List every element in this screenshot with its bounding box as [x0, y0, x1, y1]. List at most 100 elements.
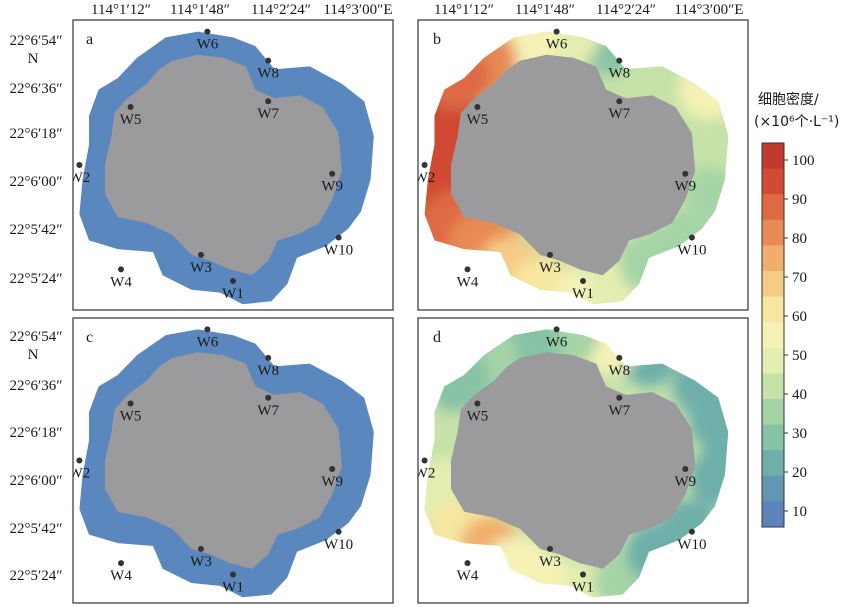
station-marker: [688, 234, 695, 241]
colorbar-tick-label: 50: [792, 348, 807, 364]
colorbar-swatch: [762, 475, 784, 502]
station-label: W2: [69, 170, 91, 186]
station-marker: [580, 278, 586, 284]
station-label: W8: [608, 66, 630, 82]
station-label: W3: [190, 554, 212, 570]
colorbar-swatch: [762, 271, 784, 298]
station-marker: [421, 457, 428, 464]
station-label: W10: [324, 243, 353, 259]
station-marker: [329, 170, 336, 177]
left-axis-label-bottom-6: 22°5′24″: [9, 568, 62, 584]
top-axis-label-7: 114°2′24″: [596, 2, 656, 18]
colorbar-tick-label: 100: [792, 153, 815, 169]
station-label: W9: [674, 474, 696, 490]
colorbar-frame: [761, 142, 785, 528]
colorbar-tick-label: 90: [792, 192, 807, 208]
station-label: W2: [69, 466, 91, 482]
station-label: W3: [190, 260, 212, 276]
density-patch: [510, 256, 577, 305]
left-axis-label-bottom-4: 22°6′00″: [9, 473, 62, 489]
station-marker: [118, 266, 124, 273]
station-marker: [335, 234, 342, 241]
station-label: W10: [677, 243, 706, 259]
panel-a-frame: [72, 19, 394, 311]
station-label: W6: [197, 37, 219, 53]
top-axis-label-1: 114°1′12″: [91, 2, 151, 18]
station-label: W2: [414, 170, 436, 186]
left-axis-label-top-4: 22°6′00″: [9, 174, 62, 190]
station-marker: [474, 400, 481, 407]
colorbar-swatch: [762, 143, 784, 170]
station-label: W8: [257, 363, 279, 379]
top-axis-label-2: 114°1′48″: [170, 2, 230, 18]
station-label: W5: [120, 409, 142, 425]
panel-d-frame: [417, 317, 749, 604]
colorbar-unit: (×10⁶个·L⁻¹): [754, 114, 839, 130]
station-marker: [474, 104, 481, 110]
density-patch: [540, 31, 600, 68]
station-marker: [118, 560, 124, 567]
density-patch: [688, 447, 729, 508]
station-marker: [198, 545, 204, 552]
station-marker: [682, 466, 689, 473]
panel-a-map: W1 W2 W3 W4 W5 W6 W7 W8 W9 W10: [69, 28, 374, 305]
colorbar-tick-label: 10: [792, 504, 807, 520]
panel-c-label: c: [86, 329, 93, 346]
top-axis-label-5: 114°1′12″: [434, 2, 494, 18]
panel-d-label: d: [433, 329, 441, 346]
density-patch: [678, 59, 729, 120]
station-label: W1: [572, 580, 594, 596]
station-marker: [265, 354, 272, 361]
left-axis-label-bottom-n: N: [28, 347, 39, 363]
station-label: W9: [321, 474, 343, 490]
station-marker: [616, 394, 623, 401]
density-patch: [622, 334, 676, 388]
station-marker: [204, 28, 211, 35]
station-label: W9: [674, 179, 696, 195]
colorbar-swatch: [762, 322, 784, 349]
colorbar-title: 细胞密度/: [758, 91, 819, 108]
density-patch: [695, 112, 729, 172]
station-marker: [547, 545, 553, 552]
left-axis-label-bottom-5: 22°5′42″: [9, 521, 62, 537]
panel-c-map: W1 W2 W3 W4 W5 W6 W7 W8 W9 W10: [69, 326, 374, 598]
density-patch: [685, 164, 729, 224]
station-marker: [682, 170, 689, 177]
station-marker: [204, 326, 211, 333]
station-marker: [127, 104, 134, 110]
left-axis-label-top-1: 22°6′54″: [9, 33, 62, 49]
station-label: W4: [457, 568, 479, 584]
panel-d-map: W1 W2 W3 W4 W5 W6 W7 W8 W9 W10: [414, 326, 729, 598]
station-label: W4: [110, 568, 132, 584]
left-axis-label-bottom-2: 22°6′36″: [9, 378, 62, 394]
station-label: W7: [608, 403, 630, 419]
panel-b-frame: [417, 19, 749, 311]
station-marker: [76, 457, 83, 464]
station-marker: [265, 98, 272, 105]
station-label: W7: [608, 106, 630, 122]
station-label: W6: [546, 334, 568, 350]
colorbar-swatch: [762, 450, 784, 477]
station-label: W5: [467, 112, 489, 128]
station-label: W8: [608, 363, 630, 379]
top-axis-label-8: 114°3′00″E: [674, 2, 743, 18]
colorbar-swatch: [762, 373, 784, 400]
island-land: [451, 54, 696, 276]
density-patch: [672, 356, 729, 417]
station-label: W10: [324, 537, 353, 553]
station-marker: [553, 326, 560, 333]
colorbar-swatch: [762, 501, 784, 528]
station-label: W8: [257, 66, 279, 82]
station-marker: [616, 354, 623, 361]
station-marker: [580, 571, 586, 578]
island-land: [105, 54, 342, 276]
station-label: W1: [222, 286, 244, 302]
station-label: W4: [457, 274, 479, 290]
station-label: W5: [467, 409, 489, 425]
left-axis-label-top-5: 22°5′42″: [9, 222, 62, 238]
station-label: W2: [414, 466, 436, 482]
station-label: W3: [539, 260, 561, 276]
left-axis-label-top-2: 22°6′36″: [9, 81, 62, 97]
top-axis-label-4: 114°3′00″E: [323, 2, 392, 18]
